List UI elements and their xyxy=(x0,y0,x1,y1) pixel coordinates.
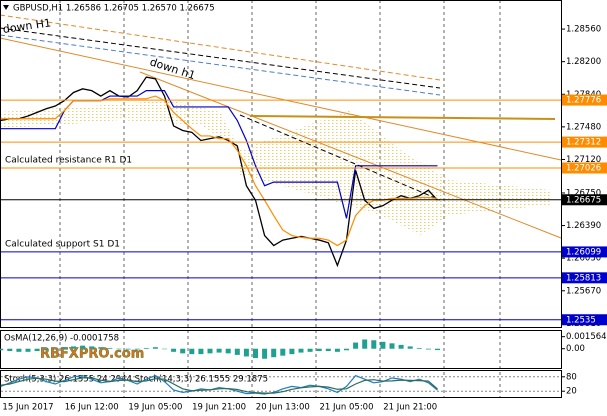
main-pane xyxy=(0,0,562,328)
y-tick-label: 0.00 xyxy=(566,344,585,354)
osma-bar xyxy=(143,347,149,349)
osma-bar xyxy=(262,348,268,359)
osma-bar xyxy=(280,348,286,356)
osma-bar xyxy=(107,347,113,349)
level-box xyxy=(562,136,607,148)
osma-bar xyxy=(362,339,368,349)
osma-bar xyxy=(80,345,86,349)
pane-title: GBPUSD,H1 1.26586 1.26705 1.26570 1.2667… xyxy=(13,4,215,14)
y-tick-label: 1.26030 xyxy=(566,254,601,264)
osma-bar xyxy=(398,344,404,349)
level-label: 1.27312 xyxy=(566,138,601,148)
osma-bar xyxy=(134,348,140,350)
osma-bar xyxy=(52,348,58,350)
osma-bar xyxy=(171,348,177,352)
annotation: Calculated resistance R1 D1 xyxy=(5,156,132,166)
osma-bar xyxy=(198,348,204,355)
level-label: 1.27776 xyxy=(566,96,601,106)
level-label: 1.26099 xyxy=(566,247,601,257)
osma-bar xyxy=(316,348,322,352)
osma-bar xyxy=(225,348,231,354)
osma-bar xyxy=(425,348,431,350)
osma-bar xyxy=(334,348,340,352)
osma-bar xyxy=(380,341,386,349)
x-tick-label: 20 Jun 13:00 xyxy=(256,403,310,413)
x-tick-label: 21 Jun 21:00 xyxy=(383,403,437,413)
pane-title: OsMA(12,26,9) -0.0001758 xyxy=(4,334,119,344)
y-tick-label: 80 xyxy=(566,372,577,382)
osma-bar xyxy=(407,346,413,349)
osma-bar xyxy=(416,347,422,349)
level-label: 1.25813 xyxy=(566,273,601,283)
y-tick-label: 20 xyxy=(566,387,577,397)
level-label: 1.27026 xyxy=(566,163,601,173)
series-line xyxy=(0,377,438,394)
osma-bar xyxy=(389,343,395,349)
y-tick-label: 0.0015649 xyxy=(566,332,607,342)
osma-bar xyxy=(344,348,349,351)
osma-bar xyxy=(271,348,277,358)
y-tick-label: 1.27480 xyxy=(566,122,601,132)
level-label: 1.26675 xyxy=(566,195,601,205)
osma-bar xyxy=(371,340,377,349)
y-tick-label: 1.26750 xyxy=(566,188,601,198)
y-tick-label: 1.28560 xyxy=(566,25,601,35)
osma-bar xyxy=(43,348,49,351)
osma-bar xyxy=(34,348,40,352)
level-box xyxy=(562,94,607,106)
osma-bar xyxy=(61,347,67,349)
x-tick-label: 19 Jun 05:00 xyxy=(128,403,182,413)
level-label: 1.2535 xyxy=(566,315,596,325)
level-box xyxy=(562,272,607,284)
y-tick-label: 1.27120 xyxy=(566,155,601,165)
osma-bar xyxy=(189,348,195,355)
x-tick-label: 19 Jun 21:00 xyxy=(192,403,246,413)
series-line xyxy=(0,374,438,395)
osma-bar xyxy=(234,348,240,355)
pane-title: Stoch(5,3,3) 26.1555 24.2944 Stoch(14,3,… xyxy=(4,375,268,385)
level-box xyxy=(562,162,607,174)
osma-bar xyxy=(298,348,304,353)
osma-bar xyxy=(89,346,95,349)
level-box xyxy=(562,246,607,258)
series-line xyxy=(0,95,438,247)
osma-bar xyxy=(25,348,31,352)
y-tick-label: 1.28200 xyxy=(566,57,601,67)
osma-bar xyxy=(243,348,249,357)
watermark: RBFXPRO.com xyxy=(40,347,144,362)
osma-bar xyxy=(7,348,13,352)
osma-bar xyxy=(71,346,76,349)
level-box xyxy=(562,194,607,206)
osma-bar xyxy=(116,348,122,350)
osma-bar xyxy=(207,348,213,354)
osma-bar xyxy=(16,348,22,352)
x-tick-label: 15 Jun 2017 xyxy=(2,403,53,413)
osma-bar xyxy=(180,348,186,354)
osma-bar xyxy=(216,348,222,353)
cloud xyxy=(0,100,240,150)
x-tick-label: 21 Jun 05:00 xyxy=(320,403,374,413)
x-tick-label: 16 Jun 12:00 xyxy=(65,403,119,413)
osma-bar xyxy=(98,347,104,349)
osma-bar xyxy=(253,348,258,358)
level-box xyxy=(562,314,607,326)
osma-bar xyxy=(152,347,158,349)
osma-bar xyxy=(325,348,331,352)
annotation: Calculated support S1 D1 xyxy=(5,240,120,250)
osma-bar xyxy=(0,348,4,351)
menu-arrow xyxy=(3,5,9,10)
osma-bar xyxy=(435,348,440,351)
osma-bar xyxy=(162,348,167,350)
osma-bar xyxy=(353,342,359,349)
osma-bar xyxy=(289,348,295,355)
osma-bar xyxy=(125,348,131,350)
y-tick-label: 1.25670 xyxy=(566,286,601,296)
stoch-pane xyxy=(0,370,562,398)
y-tick-label: 1.26390 xyxy=(566,221,601,231)
osma-bar xyxy=(307,348,313,352)
